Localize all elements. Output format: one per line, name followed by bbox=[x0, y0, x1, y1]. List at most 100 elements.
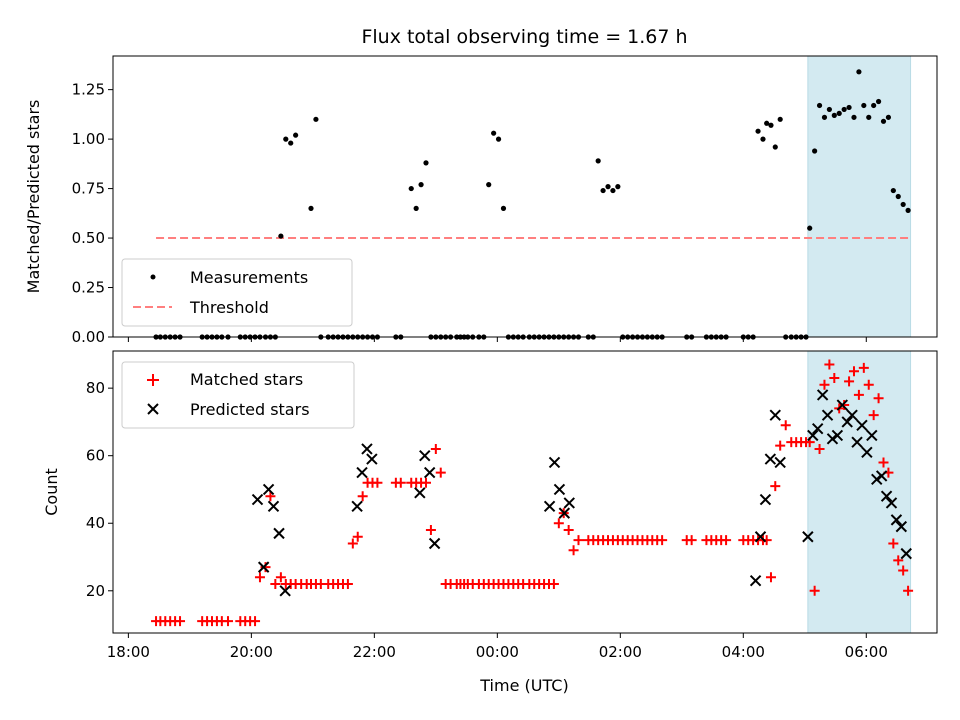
predicted-star-point bbox=[267, 500, 280, 513]
measurement-point bbox=[812, 148, 818, 154]
measurement-point bbox=[900, 201, 906, 208]
predicted-star-point bbox=[826, 433, 839, 445]
measurement-point bbox=[821, 114, 828, 120]
predicted-star-point bbox=[880, 490, 893, 502]
measurement-point bbox=[836, 110, 842, 116]
measurement-point bbox=[610, 187, 616, 194]
predicted-star-point bbox=[279, 585, 291, 597]
matched-star-point bbox=[780, 420, 791, 431]
predicted-star-point bbox=[262, 483, 275, 496]
measurement-point bbox=[831, 112, 837, 118]
measurement-point bbox=[866, 114, 872, 120]
predicted-star-point bbox=[769, 409, 781, 421]
bottom-xtick-label: 18:00 bbox=[107, 643, 150, 661]
matched-star-point bbox=[357, 491, 368, 502]
measurement-point bbox=[308, 205, 314, 211]
predicted-star-point bbox=[895, 520, 908, 533]
measurement-point bbox=[408, 185, 414, 192]
matched-star-point bbox=[898, 565, 909, 576]
matched-star-point bbox=[868, 410, 879, 421]
bottom-xtick-label: 22:00 bbox=[353, 643, 396, 661]
predicted-star-point bbox=[816, 389, 829, 401]
matched-star-point bbox=[878, 457, 889, 468]
measurement-point bbox=[293, 132, 299, 138]
bottom-panel: 20 40 60 80 18:00 20:00 22:00 00:00 02:00 04:00 0… bbox=[42, 350, 938, 695]
top-legend: Measurements Threshold bbox=[121, 258, 353, 327]
matched-star-point bbox=[563, 524, 574, 535]
matched-star-point bbox=[265, 491, 276, 502]
matched-star-point bbox=[863, 379, 874, 390]
predicted-star-point bbox=[543, 500, 556, 513]
matched-star-point bbox=[254, 572, 265, 583]
predicted-star-point bbox=[366, 453, 378, 465]
bottom-y-ticks: 20 40 60 80 bbox=[86, 379, 113, 600]
measurement-point bbox=[486, 182, 492, 188]
matched-star-point bbox=[770, 481, 781, 492]
top-ytick-label: 0.00 bbox=[72, 328, 105, 346]
matched-star-point bbox=[844, 376, 855, 387]
measurement-point bbox=[283, 136, 289, 142]
predicted-star-point bbox=[423, 466, 436, 479]
matched-star-point bbox=[395, 477, 406, 488]
bottom-xtick-label: 02:00 bbox=[599, 643, 642, 661]
measurement-point bbox=[856, 69, 862, 75]
bottom-xtick-label: 00:00 bbox=[476, 643, 519, 661]
matched-star-point bbox=[814, 443, 825, 454]
measurement-point bbox=[895, 193, 901, 200]
predicted-star-point bbox=[754, 531, 767, 543]
chart-title: Flux total observing time = 1.67 h bbox=[361, 26, 687, 48]
bottom-ytick-label: 20 bbox=[86, 582, 105, 600]
predicted-star-point bbox=[361, 443, 373, 455]
matched-star-point bbox=[888, 538, 899, 549]
predicted-star-point bbox=[885, 497, 898, 509]
legend-predicted-label: Predicted stars bbox=[190, 400, 310, 419]
predicted-star-point bbox=[419, 449, 431, 462]
matched-star-point bbox=[858, 362, 869, 373]
top-highlight-span bbox=[807, 55, 912, 338]
predicted-star-point bbox=[851, 436, 863, 448]
top-ytick-label: 1.00 bbox=[72, 130, 105, 148]
bottom-ytick-label: 40 bbox=[86, 514, 105, 532]
predicted-star-point bbox=[866, 429, 878, 442]
bottom-y-axis-label: Count bbox=[42, 468, 61, 516]
matched-star-point bbox=[548, 579, 559, 590]
predicted-star-point bbox=[836, 399, 849, 411]
predicted-star-point bbox=[900, 547, 912, 560]
matched-star-point bbox=[342, 579, 353, 590]
matched-star-point bbox=[435, 467, 446, 478]
matched-star-point bbox=[721, 535, 732, 546]
measurement-point bbox=[777, 116, 783, 122]
predicted-stars-points bbox=[251, 389, 912, 597]
measurement-point bbox=[826, 106, 832, 113]
matched-star-point bbox=[568, 545, 579, 556]
predicted-star-point bbox=[831, 429, 844, 442]
bottom-ytick-label: 60 bbox=[86, 447, 105, 465]
legend-measurements-label: Measurements bbox=[190, 268, 308, 287]
matched-stars-points bbox=[151, 359, 914, 627]
matched-star-point bbox=[775, 440, 786, 451]
predicted-star-point bbox=[558, 507, 571, 519]
matched-star-point bbox=[765, 572, 776, 583]
predicted-star-point bbox=[414, 487, 426, 499]
matched-star-point bbox=[848, 366, 859, 377]
measurement-point bbox=[600, 187, 606, 194]
matched-star-point bbox=[553, 518, 564, 529]
measurement-point bbox=[605, 184, 611, 190]
measurement-point bbox=[772, 144, 778, 150]
matched-star-point bbox=[372, 477, 383, 488]
measurement-point bbox=[885, 114, 892, 120]
matched-star-point bbox=[430, 443, 441, 454]
matched-star-point bbox=[829, 373, 840, 384]
legend-matched-marker bbox=[147, 374, 159, 386]
measurement-point bbox=[807, 225, 813, 231]
predicted-star-point bbox=[774, 456, 786, 469]
predicted-star-point bbox=[890, 514, 903, 526]
predicted-star-point bbox=[428, 537, 441, 550]
bottom-xtick-label: 20:00 bbox=[230, 643, 273, 661]
predicted-star-point bbox=[861, 446, 873, 459]
measurement-point bbox=[595, 158, 601, 164]
measurement-point bbox=[890, 187, 896, 194]
measurement-point bbox=[755, 128, 761, 134]
